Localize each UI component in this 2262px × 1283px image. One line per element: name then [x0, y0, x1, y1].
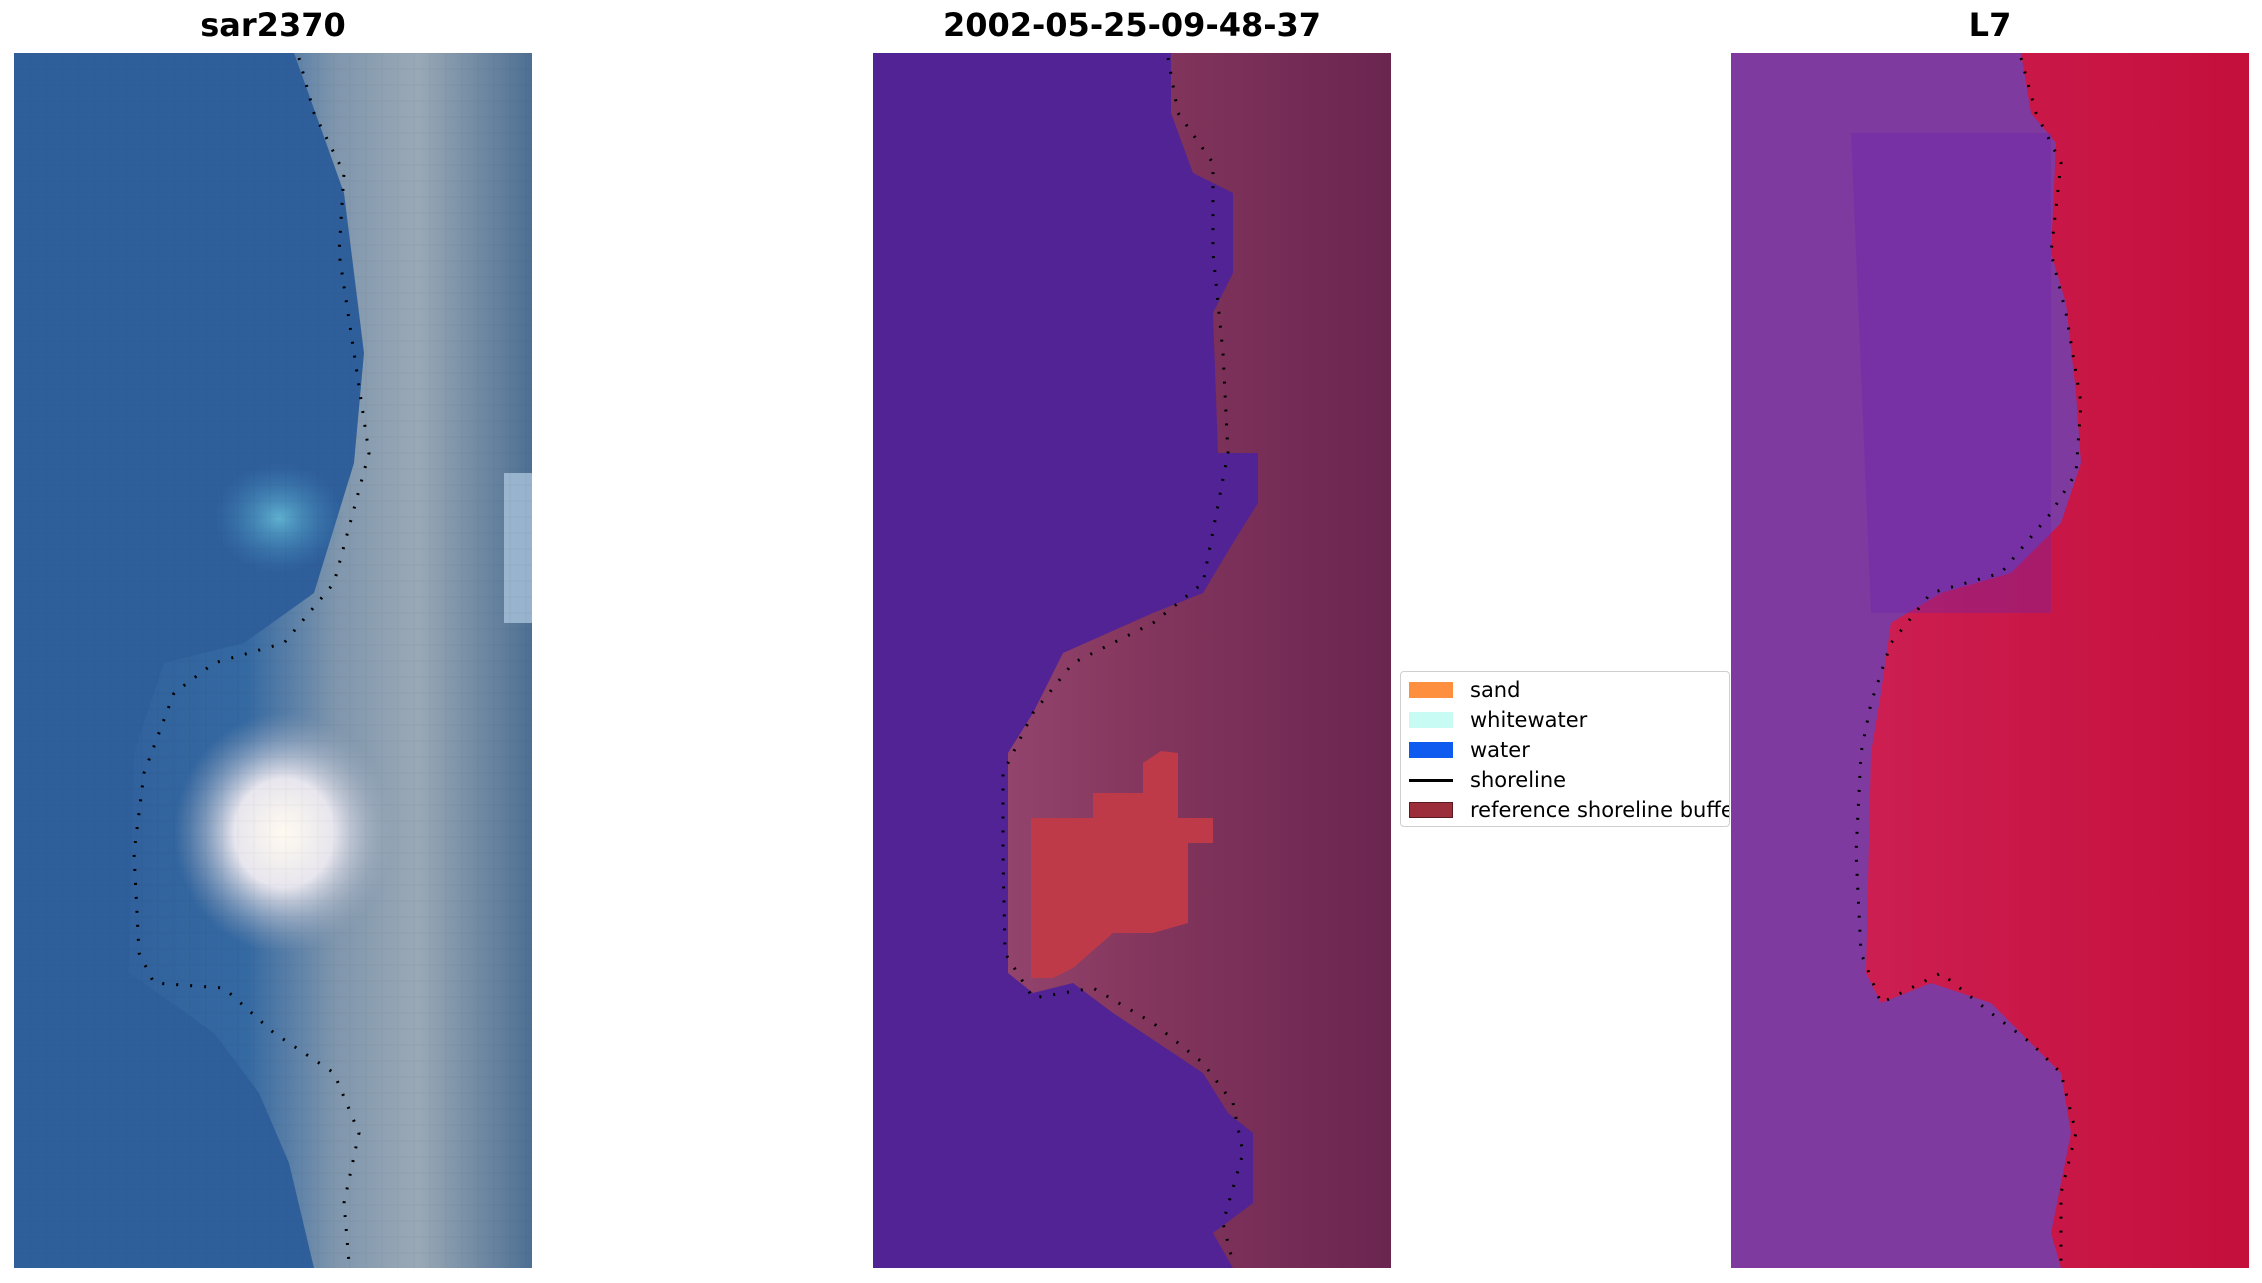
title-sar2370: sar2370: [200, 6, 346, 44]
legend: sand whitewater water shoreline referenc…: [1400, 671, 1730, 827]
l7-image: [1731, 53, 2249, 1268]
l7-deep-patch: [1851, 133, 2051, 613]
rgb-image-panel: [14, 53, 532, 1268]
whitewater-swatch: [1409, 712, 1453, 728]
legend-label-shoreline: shoreline: [1470, 768, 1567, 792]
sand-swatch: [1409, 682, 1453, 698]
legend-item-shoreline: shoreline: [1409, 765, 1566, 795]
rgb-pixel-grid: [14, 53, 532, 1268]
shoreline-line-swatch: [1409, 778, 1453, 782]
legend-label-water: water: [1470, 738, 1530, 762]
legend-label-sand: sand: [1470, 678, 1521, 702]
rgb-image: [14, 53, 532, 1268]
classified-image-panel: [873, 53, 1391, 1268]
title-date: 2002-05-25-09-48-37: [942, 6, 1322, 44]
legend-item-sand: sand: [1409, 675, 1520, 705]
title-l7: L7: [1968, 6, 2012, 44]
l7-water: [1731, 53, 2081, 1268]
legend-label-whitewater: whitewater: [1470, 708, 1588, 732]
legend-item-reference-buffer: reference shoreline buffer: [1409, 795, 1730, 825]
legend-label-reference-buffer: reference shoreline buffer: [1470, 798, 1730, 822]
legend-item-whitewater: whitewater: [1409, 705, 1587, 735]
rgb-shoreline: [132, 57, 371, 1264]
l7-image-panel: [1731, 53, 2249, 1268]
classified-water: [873, 53, 1258, 1268]
classified-image: [873, 53, 1391, 1268]
classified-buffer-region: [1031, 751, 1213, 978]
water-swatch: [1409, 742, 1453, 758]
legend-item-water: water: [1409, 735, 1530, 765]
reference-buffer-swatch: [1409, 802, 1453, 818]
